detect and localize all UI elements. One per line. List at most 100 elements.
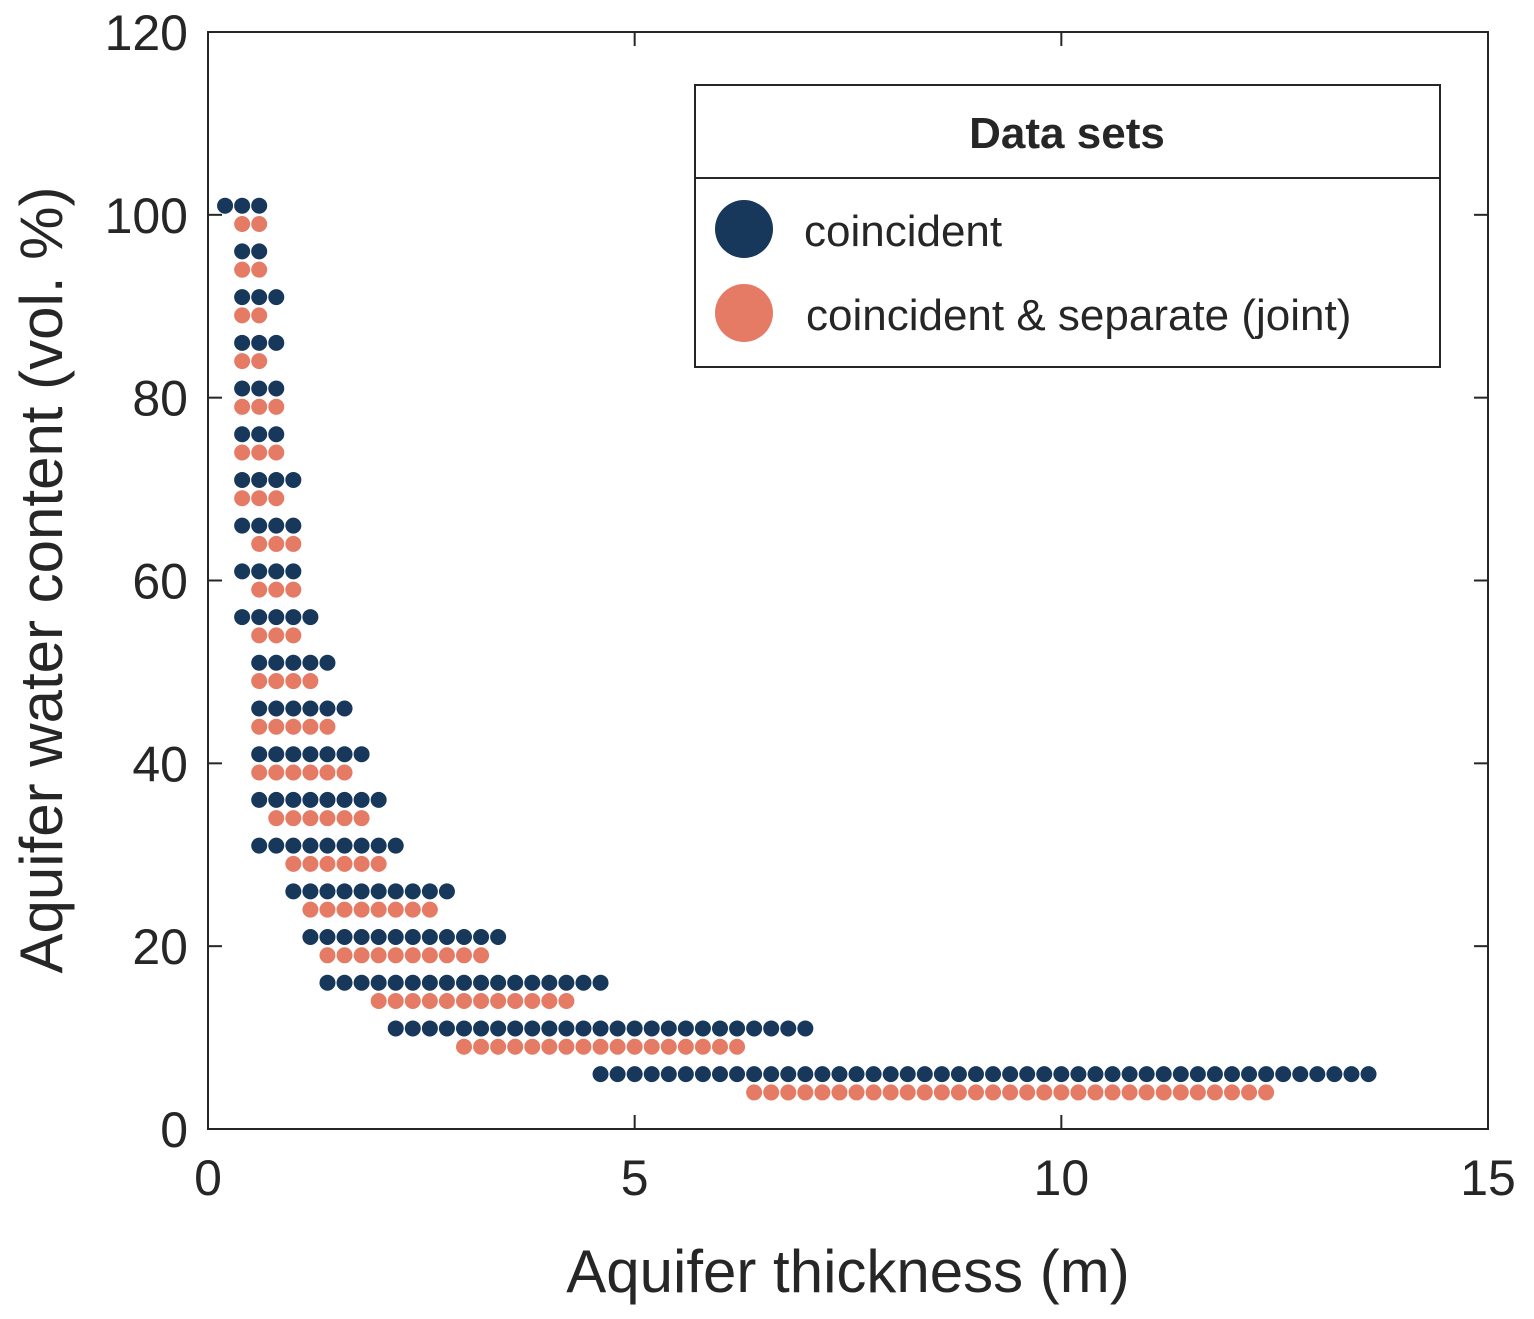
data-point-joint — [814, 1084, 831, 1101]
data-point-coincident — [234, 243, 251, 260]
data-point-joint — [1053, 1084, 1070, 1101]
data-point-joint — [234, 307, 251, 324]
data-point-joint — [268, 764, 285, 781]
data-point-coincident — [285, 791, 302, 808]
data-point-joint — [404, 947, 421, 964]
y-tick-label: 60 — [132, 554, 188, 610]
data-point-joint — [302, 901, 319, 918]
data-point-coincident — [268, 746, 285, 763]
data-point-coincident — [268, 791, 285, 808]
data-point-coincident — [387, 1020, 404, 1037]
data-point-joint — [251, 398, 268, 415]
data-point-coincident — [268, 837, 285, 854]
data-point-coincident — [268, 563, 285, 580]
data-point-coincident — [1241, 1066, 1258, 1083]
data-point-joint — [285, 581, 302, 598]
data-point-joint — [524, 993, 541, 1010]
legend-marker-joint — [715, 284, 773, 342]
data-point-coincident — [1053, 1066, 1070, 1083]
data-point-coincident — [268, 471, 285, 488]
data-point-coincident — [865, 1066, 882, 1083]
data-point-coincident — [643, 1020, 660, 1037]
data-point-coincident — [848, 1066, 865, 1083]
data-point-coincident — [882, 1066, 899, 1083]
data-point-joint — [916, 1084, 933, 1101]
data-point-coincident — [763, 1066, 780, 1083]
data-point-joint — [404, 901, 421, 918]
data-point-joint — [285, 627, 302, 644]
data-point-joint — [473, 993, 490, 1010]
data-point-coincident — [336, 791, 353, 808]
data-point-coincident — [421, 974, 438, 991]
data-point-coincident — [319, 974, 336, 991]
data-point-joint — [336, 764, 353, 781]
data-point-joint — [1121, 1084, 1138, 1101]
data-point-joint — [541, 993, 558, 1010]
data-point-joint — [251, 353, 268, 370]
data-point-joint — [1019, 1084, 1036, 1101]
data-point-coincident — [251, 791, 268, 808]
data-point-coincident — [831, 1066, 848, 1083]
data-point-joint — [1104, 1084, 1121, 1101]
data-point-coincident — [899, 1066, 916, 1083]
data-point-joint — [490, 993, 507, 1010]
data-point-coincident — [336, 837, 353, 854]
data-point-coincident — [933, 1066, 950, 1083]
data-point-coincident — [387, 974, 404, 991]
data-point-coincident — [387, 929, 404, 946]
data-point-coincident — [524, 1020, 541, 1037]
data-point-joint — [336, 901, 353, 918]
y-tick-label: 80 — [132, 371, 188, 427]
data-point-joint — [319, 810, 336, 827]
data-point-joint — [507, 993, 524, 1010]
data-point-coincident — [575, 974, 592, 991]
data-point-joint — [558, 1038, 575, 1055]
data-point-coincident — [302, 609, 319, 626]
data-point-coincident — [217, 197, 234, 214]
data-point-joint — [404, 993, 421, 1010]
data-point-joint — [797, 1084, 814, 1101]
data-point-coincident — [234, 380, 251, 397]
data-point-joint — [473, 1038, 490, 1055]
data-point-coincident — [1036, 1066, 1053, 1083]
data-point-joint — [268, 398, 285, 415]
data-point-joint — [1206, 1084, 1223, 1101]
data-point-coincident — [404, 974, 421, 991]
legend-title: Data sets — [969, 109, 1165, 158]
data-point-coincident — [353, 837, 370, 854]
data-point-coincident — [421, 883, 438, 900]
data-point-coincident — [336, 929, 353, 946]
data-point-coincident — [251, 700, 268, 717]
data-point-joint — [1036, 1084, 1053, 1101]
data-point-coincident — [268, 700, 285, 717]
data-point-coincident — [268, 654, 285, 671]
data-point-joint — [950, 1084, 967, 1101]
data-point-joint — [882, 1084, 899, 1101]
data-point-coincident — [234, 517, 251, 534]
data-point-joint — [302, 855, 319, 872]
data-point-coincident — [234, 426, 251, 443]
data-point-coincident — [712, 1020, 728, 1037]
data-point-joint — [302, 764, 319, 781]
data-point-joint — [968, 1084, 984, 1101]
data-point-coincident — [660, 1066, 677, 1083]
data-point-coincident — [592, 1020, 609, 1037]
data-point-joint — [268, 535, 285, 552]
data-point-coincident — [1292, 1066, 1309, 1083]
data-point-coincident — [302, 700, 319, 717]
data-point-joint — [387, 947, 404, 964]
data-point-coincident — [1121, 1066, 1138, 1083]
data-point-joint — [353, 855, 370, 872]
data-point-coincident — [1002, 1066, 1019, 1083]
data-point-joint — [677, 1038, 694, 1055]
y-tick-label: 20 — [132, 919, 188, 975]
data-point-coincident — [285, 700, 302, 717]
data-point-joint — [285, 718, 302, 735]
data-point-joint — [848, 1084, 865, 1101]
data-point-joint — [285, 855, 302, 872]
data-point-coincident — [1104, 1066, 1121, 1083]
data-point-coincident — [302, 791, 319, 808]
data-point-joint — [234, 353, 251, 370]
data-point-coincident — [1206, 1066, 1223, 1083]
data-point-coincident — [268, 609, 285, 626]
